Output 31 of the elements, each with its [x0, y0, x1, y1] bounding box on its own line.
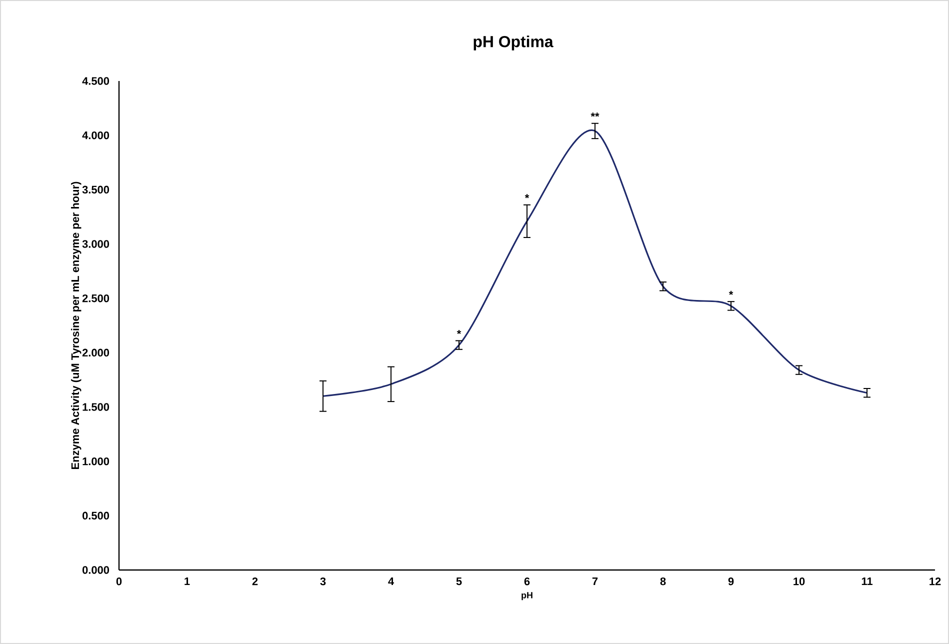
x-tick-label: 8 [660, 578, 666, 586]
x-tick-label: 10 [794, 578, 805, 586]
x-axis-title: pH [522, 592, 532, 600]
y-tick-label: 3.000 [82, 240, 110, 248]
annotation: * [524, 194, 530, 198]
annotation: * [728, 290, 734, 295]
x-tick-label: 5 [456, 578, 462, 586]
x-tick-label: 2 [252, 578, 258, 586]
y-tick-label: 4.000 [82, 131, 110, 140]
x-tick-label: 6 [524, 578, 530, 586]
x-tick-label: 9 [728, 578, 734, 586]
x-tick-label: 12 [930, 578, 941, 586]
x-tick-label: 4 [388, 578, 394, 586]
y-tick-label: 1.000 [82, 457, 110, 466]
x-tick-label: 11 [862, 578, 872, 586]
annotation: * [456, 330, 462, 334]
y-tick-label: 2.500 [82, 294, 110, 302]
y-tick-label: 3.500 [82, 186, 110, 194]
line-series [322, 130, 868, 397]
annotation: ** [590, 112, 600, 117]
y-tick-label: 0.000 [82, 566, 110, 574]
y-tick-label: 0.500 [82, 512, 110, 520]
y-tick-label: 2.000 [82, 348, 110, 357]
x-tick-label: 0 [116, 578, 122, 586]
x-tick-label: 7 [592, 578, 598, 586]
chart-title: pH Optima [474, 36, 554, 50]
y-tick-label: 4.500 [82, 77, 110, 85]
x-tick-label: 3 [320, 578, 326, 586]
y-axis-title: Enzyme Activity (uM Tyrosine per mL enzyme per hour) [71, 182, 82, 469]
x-tick-label: 1 [184, 578, 190, 586]
y-tick-label: 1.500 [82, 403, 110, 411]
